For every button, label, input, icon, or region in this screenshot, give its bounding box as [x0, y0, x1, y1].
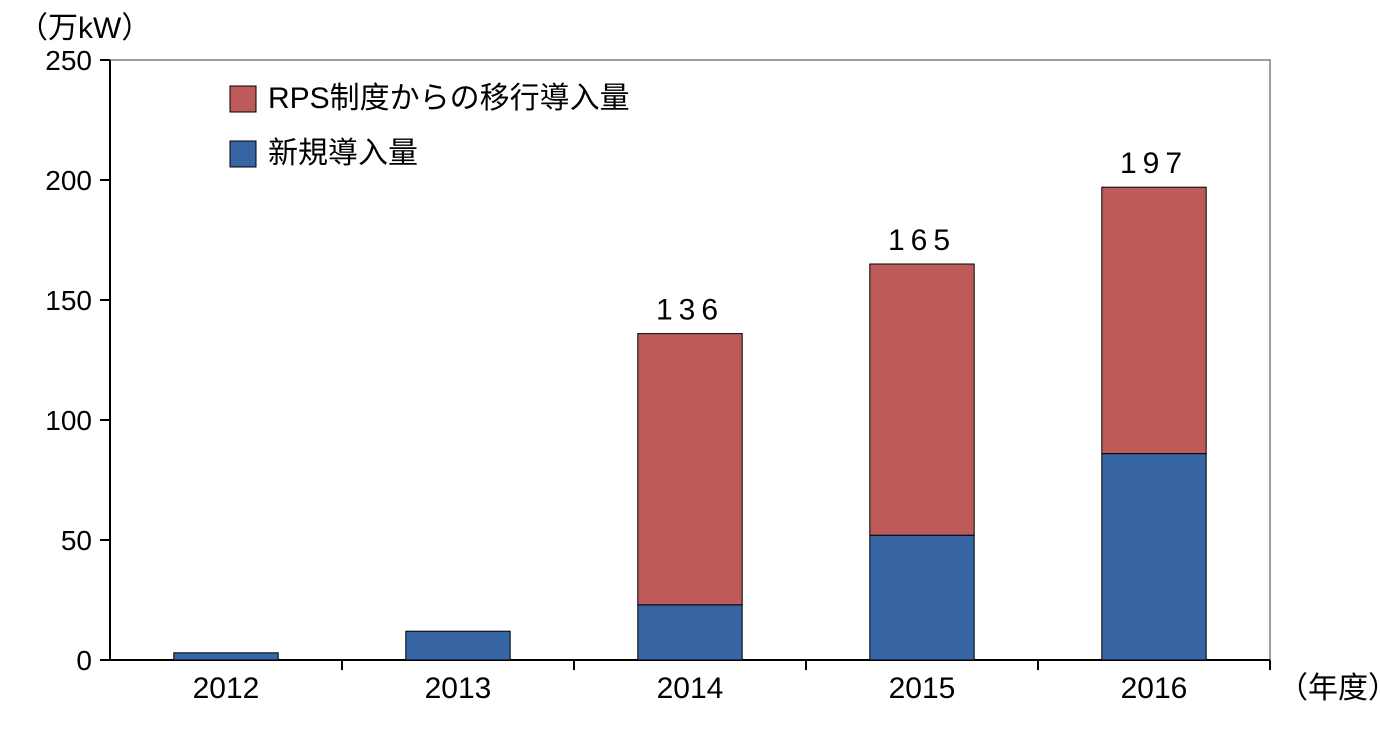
- legend-label: RPS制度からの移行導入量: [268, 82, 630, 115]
- bar-rps: [870, 264, 974, 535]
- y-tick-label: 0: [76, 645, 92, 676]
- bar-rps: [638, 334, 742, 605]
- chart-svg: 0 50 100 150 200 250（万kW） 2012 2013 136 2014 165 20…: [0, 0, 1380, 730]
- legend-swatch: [230, 141, 256, 167]
- y-tick-label: 100: [45, 405, 92, 436]
- legend-label: 新規導入量: [268, 137, 418, 170]
- bar-new: [1102, 454, 1206, 660]
- bar-rps: [1102, 187, 1206, 453]
- x-category-label: 2014: [657, 672, 724, 705]
- bar-new: [638, 605, 742, 660]
- y-tick-label: 200: [45, 165, 92, 196]
- bar-new: [406, 631, 510, 660]
- x-unit-label: （年度）: [1278, 672, 1380, 705]
- bar-total-label: 165: [888, 224, 956, 257]
- bar-new: [174, 653, 278, 660]
- y-unit-label: （万kW）: [18, 12, 151, 45]
- y-tick-label: 250: [45, 45, 92, 76]
- bar-new: [870, 535, 974, 660]
- legend-swatch: [230, 86, 256, 112]
- y-tick-label: 50: [61, 525, 92, 556]
- bar-total-label: 197: [1120, 147, 1188, 180]
- stacked-bar-chart: 0 50 100 150 200 250（万kW） 2012 2013 136 2014 165 20…: [0, 0, 1380, 730]
- x-category-label: 2016: [1121, 672, 1188, 705]
- x-category-label: 2013: [425, 672, 492, 705]
- y-tick-label: 150: [45, 285, 92, 316]
- bar-total-label: 136: [656, 294, 724, 327]
- x-category-label: 2012: [193, 672, 260, 705]
- x-category-label: 2015: [889, 672, 956, 705]
